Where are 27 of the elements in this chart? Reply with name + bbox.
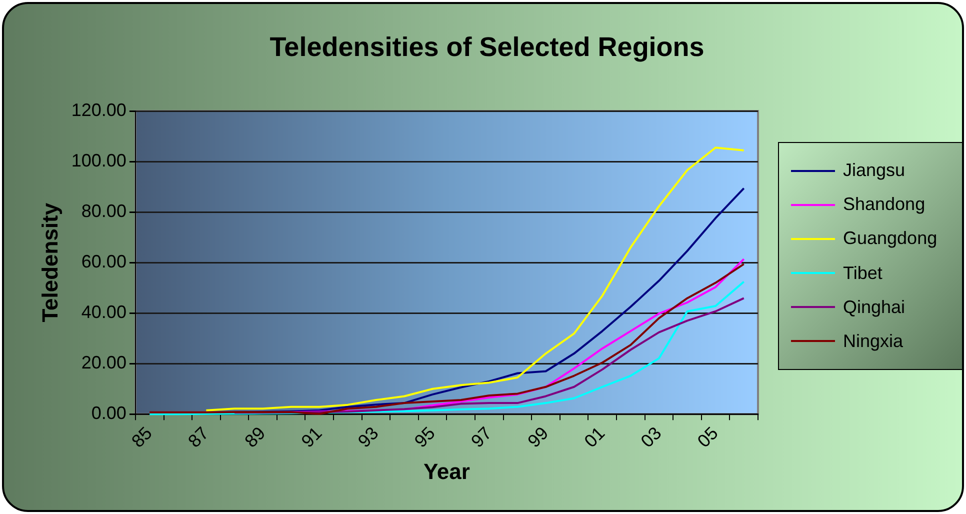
x-tick-label: 03: [636, 423, 666, 452]
x-tick-label: 85: [128, 423, 156, 452]
x-tick-label: 05: [694, 423, 722, 452]
chart-title: Teledensities of Selected Regions: [268, 32, 706, 63]
y-tick-label: 60.00: [81, 252, 126, 272]
x-tick-label: 99: [524, 423, 552, 452]
legend-label: Jiangsu: [843, 160, 906, 182]
x-axis-title: Year: [423, 458, 470, 484]
y-tick-label: 20.00: [81, 352, 126, 373]
x-tick-label: 91: [297, 423, 326, 452]
legend-label: Tibet: [843, 262, 882, 284]
y-tick-label: 0.00: [91, 403, 126, 424]
x-tick-label: 93: [354, 423, 382, 452]
x-tick-label: 97: [467, 423, 496, 452]
legend-label: Guangdong: [843, 228, 938, 250]
legend-label: Ningxia: [843, 330, 904, 352]
x-tick-label: 89: [240, 423, 270, 452]
y-tick-label: 120.00: [71, 100, 126, 120]
y-axis-title: Teledensity: [37, 202, 62, 322]
x-tick-label: 87: [184, 423, 213, 452]
legend-label: Qinghai: [843, 296, 906, 318]
y-tick-label: 100.00: [71, 150, 126, 170]
legend-label: Shandong: [843, 194, 926, 216]
x-tick-label: 01: [580, 423, 609, 452]
x-tick-label: 95: [410, 423, 439, 452]
y-tick-label: 80.00: [81, 201, 126, 222]
y-tick-label: 40.00: [81, 302, 126, 322]
